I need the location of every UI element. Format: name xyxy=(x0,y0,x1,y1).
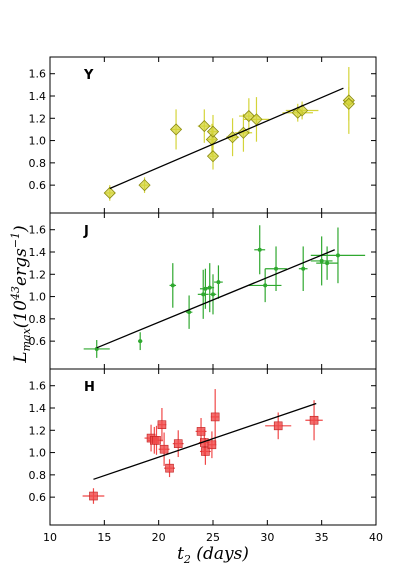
data-point xyxy=(210,412,220,422)
data-point xyxy=(211,292,215,297)
y-tick-label: 1.2 xyxy=(29,112,47,125)
y-tick-label: 0.8 xyxy=(29,313,47,326)
data-point xyxy=(201,292,206,297)
data-point xyxy=(206,150,220,163)
y-tick-label: 1.2 xyxy=(29,268,47,281)
data-point xyxy=(309,415,319,425)
y-tick-label: 0.6 xyxy=(29,335,47,348)
y-tick-label: 1.0 xyxy=(29,447,47,460)
data-point xyxy=(173,439,183,448)
y-axis-title: Lmax(1043ergs−1) xyxy=(9,225,33,363)
panel-y: 0.6 0.8 1.0 1.2 1.4 1.6 Y xyxy=(29,56,377,214)
panel-label: Y xyxy=(83,68,94,83)
fit-line xyxy=(93,402,317,480)
panel-j: 0.6 0.8 1.0 1.2 1.4 1.6 J xyxy=(29,212,377,370)
data-point xyxy=(170,283,175,288)
data-point xyxy=(169,123,183,136)
data-point xyxy=(103,186,116,200)
data-point xyxy=(138,339,143,344)
data-point xyxy=(216,280,221,285)
data-point xyxy=(319,258,324,263)
data-point xyxy=(263,283,268,288)
data-point xyxy=(207,440,217,450)
fit-line xyxy=(109,87,344,190)
data-point xyxy=(198,120,211,133)
panel-label: H xyxy=(84,380,95,395)
data-point xyxy=(138,179,151,192)
x-tick-label: 30 xyxy=(260,531,274,544)
y-tick-label: 0.8 xyxy=(29,469,47,482)
data-point xyxy=(201,447,210,456)
y-tick-label: 0.8 xyxy=(29,157,47,170)
data-point xyxy=(159,444,169,454)
x-axis-title: t2 (days) xyxy=(177,544,249,566)
data-point xyxy=(237,126,250,139)
y-tick-label: 0.6 xyxy=(29,491,47,504)
y-tick-label: 1.6 xyxy=(29,224,47,237)
chart-panels: 0.60.81.01.21.41.6 Y0.60.81.01.21.41.6 J0.… xyxy=(29,56,383,544)
data-point xyxy=(89,491,98,501)
data-point xyxy=(187,310,192,315)
y-tick-label: 1.0 xyxy=(29,135,47,148)
y-tick-label: 0.6 xyxy=(29,179,47,192)
data-point xyxy=(325,261,330,266)
data-point xyxy=(196,427,206,436)
data-point xyxy=(301,266,306,271)
data-point xyxy=(257,247,262,252)
data-point xyxy=(157,420,167,430)
panel-label: J xyxy=(83,224,89,239)
x-tick-label: 15 xyxy=(97,531,111,544)
data-point xyxy=(335,253,340,258)
y-tick-label: 1.2 xyxy=(29,424,47,437)
x-tick-label: 40 xyxy=(369,531,383,544)
x-tick-label: 10 xyxy=(43,531,57,544)
data-point xyxy=(273,421,283,431)
x-tick-label: 35 xyxy=(315,531,329,544)
y-tick-label: 1.4 xyxy=(29,246,47,259)
y-tick-label: 1.6 xyxy=(29,68,47,81)
fit-line xyxy=(96,249,335,349)
panel-h: 0.6 0.8 1.0 1.2 1.4 1.6 H xyxy=(29,368,377,526)
x-tick-label: 20 xyxy=(152,531,166,544)
data-point xyxy=(152,436,161,445)
data-point xyxy=(165,463,174,473)
data-point xyxy=(274,266,279,271)
data-point xyxy=(203,286,208,291)
y-tick-label: 1.4 xyxy=(29,90,47,103)
data-point xyxy=(207,285,212,290)
y-tick-label: 1.6 xyxy=(29,380,47,393)
data-point xyxy=(206,125,220,138)
data-point xyxy=(342,97,355,110)
y-tick-label: 1.4 xyxy=(29,402,47,415)
y-tick-label: 1.0 xyxy=(29,291,47,304)
x-tick-label: 25 xyxy=(206,531,220,544)
